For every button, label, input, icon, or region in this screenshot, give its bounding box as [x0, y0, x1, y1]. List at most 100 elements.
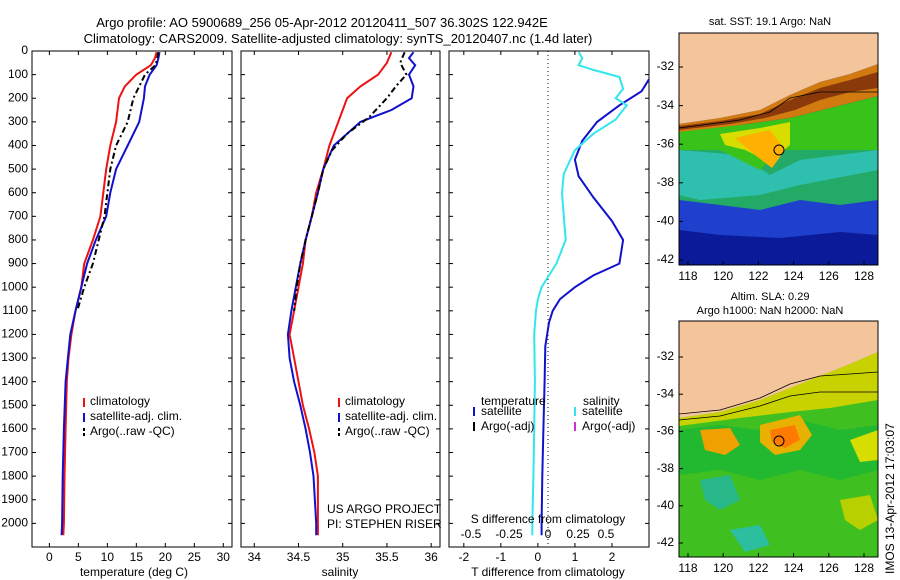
map-y-tick-label: -42 [657, 535, 675, 549]
x-tick-label: 15 [130, 550, 144, 564]
map-x-tick-label: 126 [819, 561, 839, 575]
legend-title-temperature: temperature [481, 394, 546, 408]
map-x-tick-label: 118 [678, 269, 697, 283]
x-tick-label: 35.5 [375, 550, 399, 564]
sst-map-title: sat. SST: 19.1 Argo: NaN [709, 16, 831, 28]
map-x-tick-label: 124 [784, 269, 804, 283]
legend-label: climatology [90, 394, 150, 408]
map-y-tick-label: -32 [657, 349, 675, 363]
difference-panel [448, 50, 650, 548]
map-x-tick-label: 128 [854, 561, 874, 575]
temperature-lines [60, 51, 161, 536]
sst-map-frame [678, 32, 879, 266]
temperature-panel [31, 50, 233, 548]
y-tick-label: 500 [8, 161, 28, 175]
legend-label: satellite-adj. clim. [90, 409, 182, 423]
y-tick-label: 1100 [2, 303, 28, 317]
difference-lines [531, 51, 649, 536]
map-x-tick-label: 120 [713, 561, 733, 575]
legend-label: Argo(..raw -QC) [345, 424, 430, 438]
x-tick-label: 0 [535, 550, 542, 564]
x-tick-label: 35 [336, 550, 350, 564]
x-tick-label: 0 [46, 550, 53, 564]
salinity-lines [286, 51, 417, 536]
y-tick-label: 300 [8, 114, 28, 128]
series-line [286, 51, 417, 536]
pi-label: PI: STEPHEN RISER [327, 517, 442, 531]
sla-map-axes: 118 120 122 124 126 128 -32 -34 -36 -38 -40 -42 [657, 349, 875, 575]
y-tick-label: 200 [8, 90, 28, 104]
map-y-tick-label: -34 [657, 386, 675, 400]
series-line [288, 51, 393, 536]
legend-label: satellite [582, 404, 623, 418]
series-line [76, 52, 160, 312]
legend-label: climatology [345, 394, 405, 408]
sla-map-frame [678, 320, 879, 558]
legend-label: Argo(..raw -QC) [90, 424, 175, 438]
difference-legend: temperature salinity satellite Argo(-adj… [473, 394, 635, 433]
s-tick-label: 0.25 [566, 527, 590, 541]
s-difference-x-axis: -0.5 -0.25 0 0.25 0.5 [461, 527, 615, 541]
salinity-legend: climatology satellite-adj. clim. Argo(..… [338, 394, 437, 438]
legend-label: satellite [481, 404, 522, 418]
salinity-x-axis: 34 34.5 35 35.5 36 [248, 51, 438, 564]
map-y-tick-label: -36 [657, 424, 675, 438]
t-difference-x-label: T difference from climatology [471, 565, 625, 579]
temperature-x-axis: 0 5 10 15 20 25 30 [46, 51, 230, 564]
project-label: US ARGO PROJECT [327, 502, 442, 516]
map-y-tick-label: -38 [657, 175, 675, 189]
map-x-tick-label: 124 [784, 561, 804, 575]
depth-axis: 0 100 200 300 400 500 600 700 800 900 1000 1100 1200… [1, 43, 649, 530]
y-tick-label: 2000 [1, 516, 28, 530]
y-tick-label: 1600 [1, 421, 28, 435]
legend-label: Argo(-adj) [481, 419, 534, 433]
map-y-tick-label: -32 [657, 59, 675, 73]
x-tick-label: 1 [572, 550, 579, 564]
series-line [540, 78, 649, 536]
y-tick-label: 0 [21, 43, 28, 57]
x-tick-label: -1 [496, 550, 507, 564]
s-difference-x-label: S difference from climatology [471, 512, 626, 526]
x-tick-label: 36 [424, 550, 438, 564]
map-x-tick-label: 122 [748, 269, 768, 283]
map-y-tick-label: -34 [657, 98, 675, 112]
y-tick-label: 1700 [1, 445, 28, 459]
series-line [62, 51, 158, 536]
title-line-2: Climatology: CARS2009. Satellite-adjuste… [84, 31, 593, 46]
x-tick-label: 34 [248, 550, 262, 564]
map-y-tick-label: -40 [657, 498, 675, 512]
x-tick-label: 25 [188, 550, 202, 564]
map-y-tick-label: -42 [657, 252, 675, 266]
map-y-tick-label: -40 [657, 214, 675, 228]
x-tick-label: 30 [217, 550, 231, 564]
y-tick-label: 100 [8, 67, 28, 81]
t-difference-x-axis: -2 -1 0 1 2 [458, 51, 616, 564]
y-tick-label: 1500 [1, 397, 28, 411]
imos-side-label: IMOS 13-Apr-2012 17:03:07 [883, 423, 897, 574]
sla-map-title-1: Altim. SLA: 0.29 [731, 291, 810, 303]
y-tick-label: 1000 [1, 279, 28, 293]
temperature-legend: climatology satellite-adj. clim. Argo(..… [83, 394, 182, 438]
y-tick-label: 1800 [1, 468, 28, 482]
map-x-tick-label: 126 [819, 269, 839, 283]
series-line [60, 52, 161, 536]
x-tick-label: 5 [75, 550, 82, 564]
y-tick-label: 1200 [1, 327, 28, 341]
legend-label: Argo(-adj) [582, 419, 635, 433]
y-tick-label: 700 [8, 209, 28, 223]
sst-map-axes: 118 120 122 124 126 128 -32 -34 -36 -38 -40 -42 [657, 59, 875, 283]
map-x-tick-label: 122 [748, 561, 768, 575]
x-tick-label: 34.5 [287, 550, 311, 564]
legend-title-salinity: salinity [583, 394, 620, 408]
s-tick-label: 0 [545, 527, 552, 541]
map-x-tick-label: 128 [854, 269, 874, 283]
s-tick-label: -0.25 [495, 527, 523, 541]
legend-label: satellite-adj. clim. [345, 409, 437, 423]
s-tick-label: 0.5 [598, 527, 615, 541]
series-line [293, 51, 408, 311]
y-tick-label: 400 [8, 138, 28, 152]
salinity-panel [240, 50, 441, 548]
x-tick-label: 20 [159, 550, 173, 564]
x-tick-label: 10 [101, 550, 115, 564]
